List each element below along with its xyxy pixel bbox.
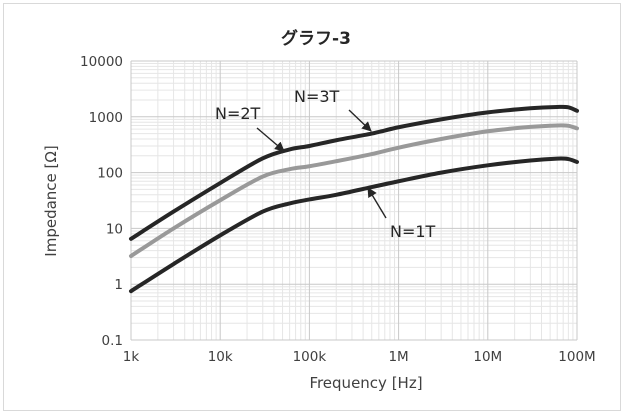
- x-tick-label: 1k: [123, 349, 140, 365]
- y-axis-label: Impedance [Ω]: [42, 145, 60, 256]
- series-line-n3t: [129, 104, 579, 241]
- y-tick-label: 100: [97, 166, 123, 182]
- series-line-n1t: [129, 156, 579, 294]
- chart-frame: グラフ-3 0.1 1 10 100 1000 10000 1k 10k 100k 1M 10M 1…: [3, 3, 621, 411]
- annotation-arrow-n1t: [367, 187, 387, 219]
- annotation-n3t: N=3T: [294, 87, 340, 106]
- y-tick-label: 10000: [80, 54, 123, 70]
- y-tick-label: 1000: [89, 110, 123, 126]
- x-tick-label: 10M: [473, 349, 502, 365]
- x-axis-label: Frequency [Hz]: [309, 374, 422, 392]
- minor-gridlines: [131, 61, 577, 340]
- y-tick-labels: 0.1 1 10 100 1000 10000: [80, 54, 123, 349]
- major-gridlines: [130, 60, 578, 341]
- chart-title: グラフ-3: [281, 28, 351, 49]
- annotation-n1t: N=1T: [390, 222, 436, 241]
- x-tick-label: 1M: [388, 349, 408, 365]
- y-tick-label: 10: [106, 221, 123, 237]
- annotation-arrow-n3t: [348, 109, 372, 132]
- y-tick-label: 0.1: [102, 333, 123, 349]
- annotation-arrow-n2t: [256, 127, 285, 152]
- x-tick-label: 100M: [558, 349, 595, 365]
- x-tick-label: 10k: [208, 349, 233, 365]
- annotation-n2t: N=2T: [215, 104, 261, 123]
- x-tick-labels: 1k 10k 100k 1M 10M 100M: [123, 349, 596, 365]
- x-tick-label: 100k: [293, 349, 327, 365]
- y-tick-label: 1: [114, 277, 123, 293]
- annotation-arrows: [256, 109, 387, 219]
- series-line-n2t: [129, 123, 579, 259]
- series-lines: [129, 104, 579, 294]
